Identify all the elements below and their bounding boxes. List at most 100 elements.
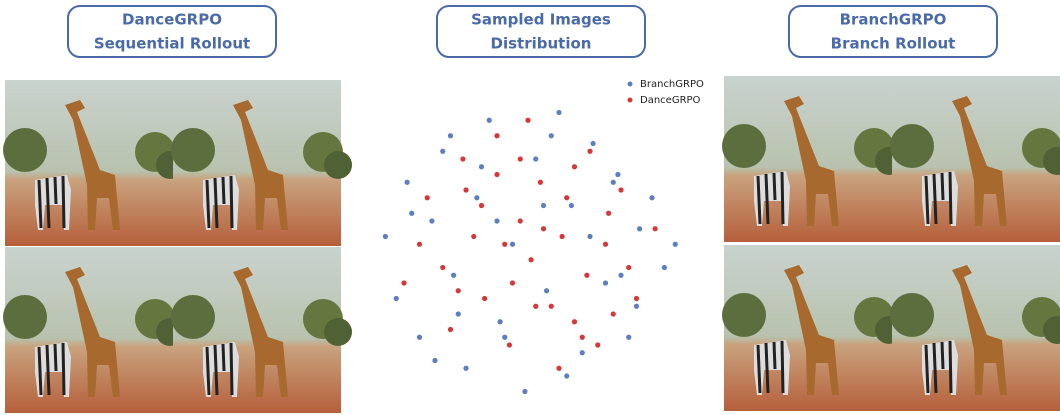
point (393, 295, 399, 302)
point (471, 233, 477, 240)
point (649, 195, 655, 201)
point (447, 133, 454, 139)
point (548, 133, 554, 139)
point (544, 288, 550, 294)
point (440, 148, 446, 154)
panel-title: DanceGRPO (122, 11, 222, 29)
point (497, 319, 503, 325)
point (533, 156, 539, 162)
image (1, 78, 186, 248)
legend-label: BranchGRPO (640, 79, 704, 90)
point (455, 288, 461, 294)
point (447, 326, 454, 333)
panel-title: BranchGRPO (840, 11, 947, 29)
point (506, 342, 512, 348)
point (509, 280, 516, 286)
point (522, 388, 528, 395)
point (429, 218, 435, 224)
image (1, 245, 186, 415)
point (672, 241, 678, 247)
point (478, 164, 485, 170)
point (595, 342, 601, 348)
point (409, 210, 415, 216)
point (482, 295, 488, 302)
panel-title: Branch Rollout (831, 35, 956, 53)
point (637, 226, 643, 232)
point (416, 334, 423, 340)
point (633, 295, 640, 302)
point (460, 156, 466, 162)
point (661, 264, 668, 271)
point (424, 195, 430, 201)
panel-title: Sequential Rollout (94, 35, 250, 53)
point (618, 272, 624, 278)
chart-title: Distribution (491, 35, 592, 53)
point (451, 272, 457, 278)
point (486, 117, 492, 123)
chart-title: Sampled Images (471, 11, 611, 29)
point (528, 257, 534, 263)
image (169, 245, 354, 415)
point (525, 117, 531, 123)
point (478, 202, 485, 209)
point (579, 350, 585, 356)
left-panel: DanceGRPO Sequential Rollout (1, 5, 354, 415)
point (416, 241, 423, 247)
point (474, 195, 480, 201)
scatter-chart: Sampled Images Distribution BranchGRPO Da… (382, 5, 704, 395)
point (587, 233, 593, 240)
point (571, 164, 578, 170)
point (440, 264, 446, 271)
point (502, 334, 508, 340)
point (382, 233, 388, 240)
image (720, 243, 905, 413)
legend-marker (627, 97, 633, 103)
title-box (788, 5, 998, 58)
point (556, 109, 562, 116)
point (533, 303, 539, 309)
point (517, 218, 523, 224)
point (463, 365, 469, 371)
point (571, 319, 578, 325)
point (548, 303, 554, 309)
point (610, 179, 616, 185)
image (169, 78, 354, 248)
point (494, 133, 500, 139)
right-panel: BranchGRPO Branch Rollout (720, 5, 1060, 413)
point (540, 226, 547, 232)
point (463, 187, 469, 193)
point (602, 280, 609, 286)
point (509, 241, 516, 247)
point (432, 357, 438, 364)
legend-label: DanceGRPO (640, 95, 701, 106)
point (564, 195, 570, 201)
point (610, 311, 616, 317)
point (590, 140, 596, 147)
legend-marker (627, 81, 633, 87)
point (556, 365, 562, 371)
point (559, 233, 565, 240)
point (564, 373, 570, 379)
point (540, 202, 547, 209)
point (626, 264, 632, 271)
point (494, 171, 500, 178)
point (568, 202, 575, 209)
point (404, 179, 410, 185)
title-box (67, 5, 277, 58)
point (626, 334, 632, 340)
image (720, 74, 905, 244)
point (618, 187, 624, 193)
point (606, 210, 612, 216)
point (517, 156, 523, 162)
image (888, 243, 1060, 413)
point (587, 148, 593, 154)
point (455, 311, 461, 317)
point (633, 303, 640, 309)
point (652, 226, 658, 232)
point (584, 272, 590, 278)
point (494, 218, 500, 224)
image (888, 74, 1060, 244)
point (537, 179, 544, 185)
point (401, 280, 407, 286)
